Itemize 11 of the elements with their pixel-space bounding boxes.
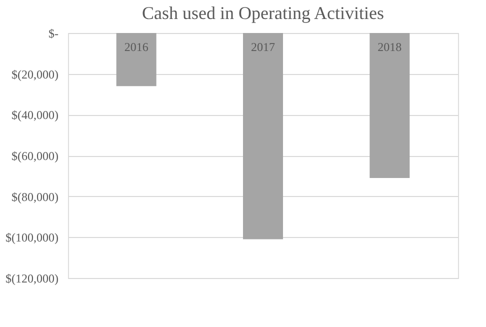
x-tick-label: 2016	[124, 40, 148, 54]
y-tick-label: $(120,000)	[6, 272, 58, 286]
y-tick-label: $(20,000)	[12, 67, 58, 82]
x-tick-label: 2018	[378, 40, 402, 54]
chart-title: Cash used in Operating Activities	[142, 3, 384, 23]
x-tick-label: 2017	[251, 40, 275, 54]
y-tick-label: $(60,000)	[12, 149, 58, 163]
y-tick-label: $(40,000)	[12, 108, 58, 122]
y-tick-label: $(80,000)	[12, 190, 58, 204]
y-tick-label: $(100,000)	[6, 230, 58, 245]
y-tick-label: $-	[48, 26, 58, 40]
